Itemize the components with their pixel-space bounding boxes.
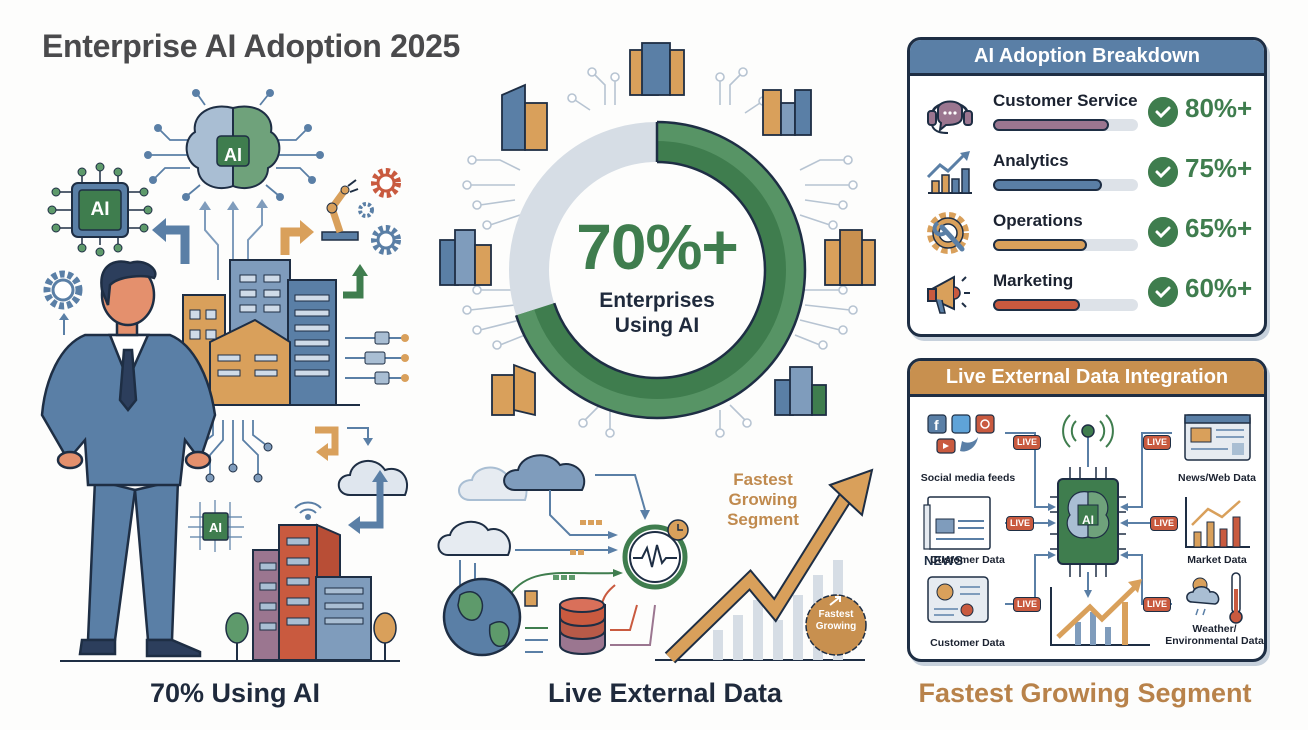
megaphone-icon [927,275,970,314]
fastest-growing-line3: Segment [727,510,799,529]
donut-value: 70%+ [576,211,738,283]
integration-panel-title: Live External Data Integration [910,361,1264,397]
breakdown-row-operations: Operations 65%+ [920,205,1260,263]
ai-chip-icon [47,162,153,257]
donut-subtitle: Enterprises Using AI [557,288,757,338]
ai-small-chip-label: AI [209,520,222,535]
check-circle-icon [1148,217,1178,247]
newspaper-glyph: NEWS [924,553,963,568]
live-tag: LIVE [1013,597,1042,612]
fastest-growing-line1: Fastest [733,470,793,489]
integration-diagram: f [923,414,1251,646]
breakdown-row-marketing: Marketing 60%+ [920,265,1260,323]
svg-text:f: f [934,417,939,433]
headset-chat-icon [927,100,973,134]
progress-fill [993,299,1080,311]
badge-text: Fastest Growing [805,609,867,633]
left-caption: 70% Using AI [149,678,321,708]
breakdown-label: Analytics [993,151,1069,170]
progress-bar [993,119,1138,131]
source-label-weather: Weather/ Environmental Data [1162,623,1264,647]
progress-fill [993,119,1109,131]
breakdown-value: 65%+ [1185,213,1253,243]
breakdown-label: Operations [993,211,1083,230]
live-tag: LIVE [1143,435,1172,450]
breakdown-value: 80%+ [1185,93,1253,123]
ai-brain-label: AI [224,145,242,165]
donut-subtitle-line1: Enterprises [599,289,715,312]
weather-label-line1: Weather/ [1192,623,1237,635]
ai-brain-icon [144,89,324,201]
donut-subtitle-line2: Using AI [614,314,700,337]
weather-label-line2: Environmental Data [1165,635,1264,647]
cloud-icon [337,460,408,496]
enterprise-ai-illustration [40,89,409,662]
check-circle-icon [1148,157,1178,187]
progress-bar [993,299,1138,311]
ai-chip-label: AI [90,199,110,220]
gear-wrench-icon [927,212,969,254]
bar-chart-trend-icon [926,151,972,194]
fastest-growing-line2: Growing [728,490,798,509]
center-caption: Live External Data [547,678,783,708]
breakdown-value: 75%+ [1185,153,1253,183]
fastest-growing-label: Fastest Growing Segment [708,470,818,530]
check-circle-icon [1148,277,1178,307]
source-label-customer-data-1: Customer Data [930,554,1005,566]
right-caption: Fastest Growing Segment [918,678,1252,708]
gear-icons [43,168,401,310]
breakdown-row-analytics: Analytics 75%+ [920,145,1260,203]
progress-bar [993,179,1138,191]
source-label-market: Market Data [1187,554,1247,566]
live-tag: LIVE [1150,516,1179,531]
breakdown-label: Customer Service [993,91,1138,110]
live-tag: LIVE [1013,435,1042,450]
fastest-growing-badge [805,594,867,656]
breakdown-label: Marketing [993,271,1074,290]
progress-fill [993,239,1088,251]
businessman-figure [40,260,217,658]
breakdown-panel-title: AI Adoption Breakdown [910,40,1264,76]
source-label-customer-data-2: Customer Data [930,637,1005,649]
adoption-donut-chart [439,42,876,438]
breakdown-value: 60%+ [1185,273,1253,303]
progress-fill [993,179,1102,191]
badge-line1: Fastest [818,609,854,620]
hub-ai-label: AI [1082,513,1094,527]
check-circle-icon [1148,97,1178,127]
live-data-flow-illustration [437,454,874,664]
data-integration-panel: Live External Data Integration [907,358,1267,662]
source-label-social: Social media feeds [920,472,1016,484]
live-tag: LIVE [1006,516,1035,531]
adoption-breakdown-panel: AI Adoption Breakdown Customer Service 8… [907,37,1267,337]
breakdown-row-customer-service: Customer Service 80%+ [920,85,1260,143]
page-title: Enterprise AI Adoption 2025 [42,28,461,64]
progress-bar [993,239,1138,251]
source-label-news-web: News/Web Data [1178,472,1256,484]
badge-line2: Growing [815,621,857,632]
live-tag: LIVE [1143,597,1172,612]
robot-arm-icon [321,179,359,241]
building-icons [439,42,876,417]
